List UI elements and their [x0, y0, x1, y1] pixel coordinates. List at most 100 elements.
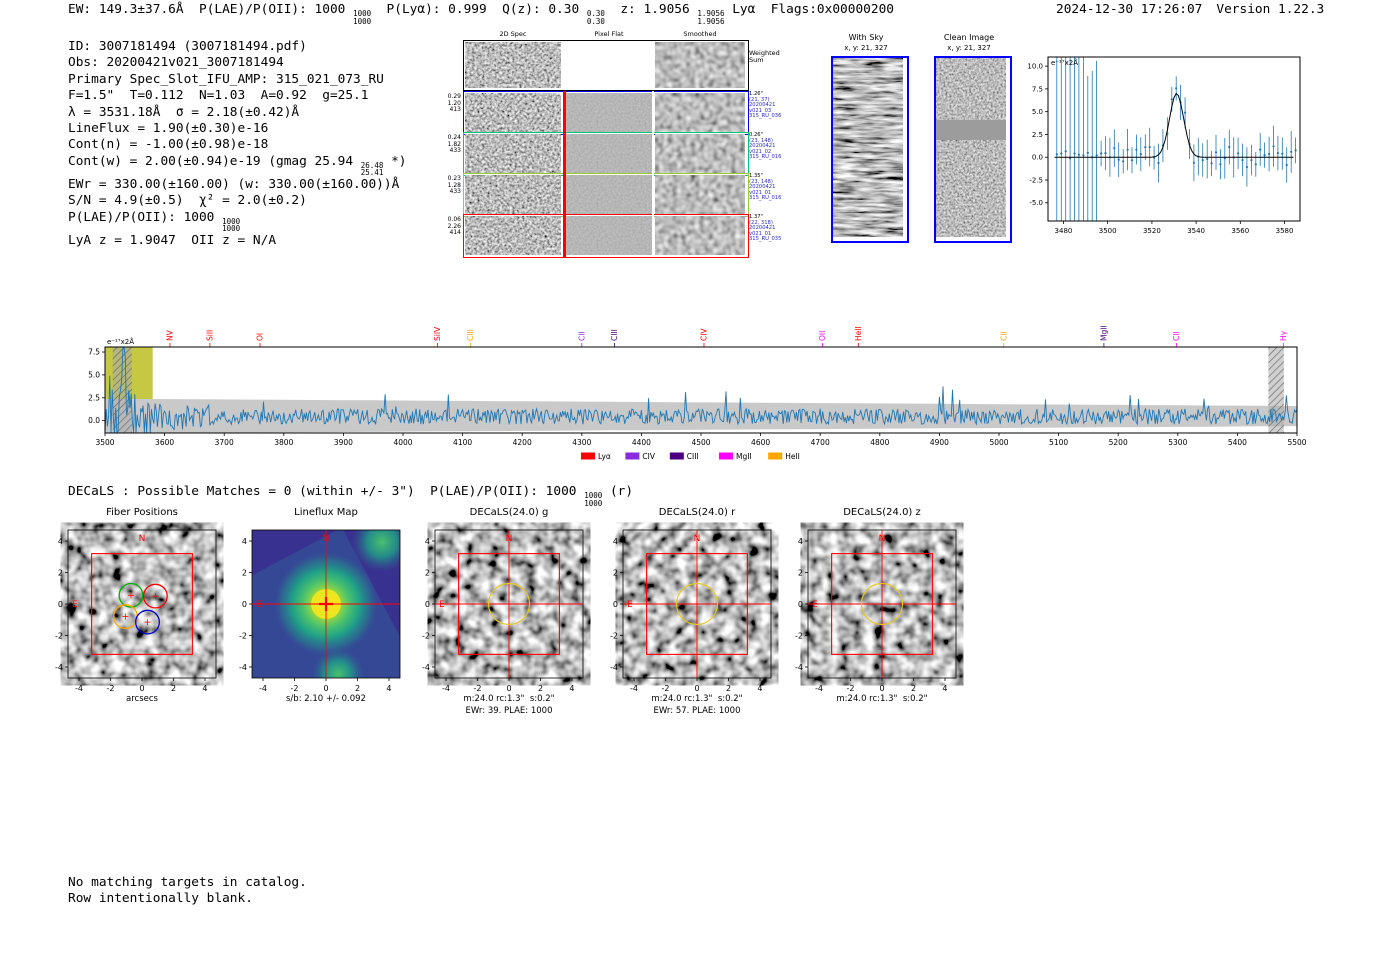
emission-line-label: NV [165, 329, 174, 341]
info-line: Cont(n) = -1.00(±0.98)e-18 [68, 137, 406, 153]
text-segment: P(LAE)/P(OII): 1000 [68, 209, 223, 225]
svg-text:4200: 4200 [513, 438, 532, 447]
spec2d-row-left-labels: 0.29 1.20 413 [447, 93, 461, 114]
svg-text:4: 4 [757, 684, 762, 693]
svg-text:4300: 4300 [572, 438, 591, 447]
spec2d-cell [565, 175, 653, 214]
svg-text:0.0: 0.0 [1032, 154, 1043, 162]
svg-text:4800: 4800 [870, 438, 889, 447]
svg-text:0: 0 [139, 684, 144, 693]
cutout-title: DECaLS(24.0) z [843, 507, 921, 518]
legend-swatch [719, 452, 733, 460]
text-segment: EWr = 330.00(±160.00) (w: 330.00(±160.00… [68, 176, 400, 192]
info-line: LineFlux = 1.90(±0.30)e-16 [68, 121, 406, 137]
masked-band [936, 120, 1006, 140]
emission-line-label: CII [1172, 331, 1181, 341]
svg-text:3500: 3500 [95, 438, 114, 447]
cutout-caption: m:24.0 rc:1.3" s:0.2" [463, 694, 555, 704]
text-segment: S/N = 4.9(±0.5) χ² = 2.0(±0.2) [68, 193, 307, 209]
spec2d-cell [655, 175, 745, 214]
spec2d-row-annotations: 1.26" (21, 37) 20200421 v021_03 315_RU_036 [749, 91, 782, 120]
svg-text:0: 0 [506, 684, 511, 693]
legend-label: HeII [785, 452, 800, 461]
spectrum-line [104, 347, 1298, 434]
fiber-circle [142, 583, 168, 609]
svg-text:-4: -4 [610, 663, 618, 672]
footer-notes: No matching targets in catalog. Row inte… [68, 875, 307, 907]
text-segment: Cont(n) = -1.00(±0.98)e-18 [68, 137, 269, 153]
svg-text:3500: 3500 [1099, 227, 1117, 235]
spec2d-cell [655, 93, 745, 132]
emission-line-label: Hγ [1279, 330, 1288, 341]
info-line: Primary Spec_Slot_IFU_AMP: 315_021_073_R… [68, 72, 406, 88]
svg-text:0: 0 [694, 684, 699, 693]
col-title-pixelflat: Pixel Flat [594, 30, 624, 38]
stacked-fraction: 1000 1000 [353, 9, 372, 26]
clean-image [934, 56, 1012, 243]
svg-text:-4: -4 [422, 663, 430, 672]
svg-text:2: 2 [171, 684, 176, 693]
col-title-2dspec: 2D Spec [499, 30, 527, 38]
svg-text:-2: -2 [795, 631, 803, 640]
svg-text:4: 4 [425, 537, 430, 546]
svg-text:5.0: 5.0 [88, 370, 100, 379]
svg-text:4000: 4000 [393, 438, 412, 447]
svg-text:5300: 5300 [1168, 438, 1187, 447]
cutout-image [68, 530, 216, 678]
svg-text:2: 2 [355, 684, 360, 693]
emission-line-label: HeII [854, 326, 863, 341]
legend-label: CIII [687, 452, 699, 461]
info-line: S/N = 4.9(±0.5) χ² = 2.0(±0.2) [68, 193, 406, 209]
error-band [105, 398, 1297, 433]
compass-east: E [72, 600, 78, 610]
legend-swatch [669, 452, 684, 460]
svg-text:4: 4 [798, 537, 803, 546]
cutout-caption: s/b: 2.10 +/- 0.092 [286, 694, 366, 704]
svg-text:5500: 5500 [1287, 438, 1306, 447]
svg-text:4: 4 [386, 684, 391, 693]
svg-text:3600: 3600 [155, 438, 174, 447]
svg-text:3700: 3700 [215, 438, 234, 447]
svg-text:0: 0 [323, 684, 328, 693]
emission-line-label: CIII [466, 329, 475, 341]
text-segment: DECaLS : Possible Matches = 0 (within +/… [68, 484, 585, 499]
svg-text:-4: -4 [55, 663, 63, 672]
text-segment: Cont(w) = 2.00(±0.94)e-19 (gmag 25.94 [68, 153, 361, 169]
svg-text:7.5: 7.5 [88, 348, 100, 357]
hatched-region [1268, 347, 1284, 433]
svg-text:-4: -4 [259, 684, 267, 693]
text-segment: Lyα Flags:0x00000200 [724, 2, 894, 17]
text-segment: z: 1.9056 [604, 2, 698, 17]
text-segment: λ = 3531.18Å σ = 2.18(±0.42)Å [68, 104, 300, 120]
info-block: ID: 3007181494 (3007181494.pdf) Obs: 2020… [68, 39, 406, 249]
emission-line-label: CIII [610, 329, 619, 341]
spec2d-row-annotations: 1.35" (23, 148) 20200421 v021_01 315_RU_016 [749, 173, 782, 202]
text-segment: LineFlux = 1.90(±0.30)e-16 [68, 121, 269, 137]
line-fit-plot: 10.0 7.5 5.0 2.5 0.0 -2.5 -5.0 3480 3500 3520 3540… [1027, 56, 1301, 235]
svg-text:5100: 5100 [1049, 438, 1068, 447]
text-segment: P(LAE)/P(OII): 1000 [198, 2, 354, 17]
svg-text:3540: 3540 [1187, 227, 1205, 235]
svg-text:5400: 5400 [1228, 438, 1247, 447]
text-segment: F=1.5" T=0.112 N=1.03 A=0.92 g=25.1 [68, 88, 369, 104]
spec2d-row-annotations: 0.26" (23, 148) 20200421 v021_02 315_RU_016 [749, 132, 782, 161]
svg-text:2: 2 [538, 684, 543, 693]
svg-text:2: 2 [726, 684, 731, 693]
svg-text:2: 2 [425, 568, 430, 577]
spec2d-row-left-labels: 0.23 1.28 433 [447, 175, 461, 196]
extraction-box [91, 553, 193, 655]
compass-north: N [139, 534, 146, 544]
with-sky-image [831, 56, 909, 243]
emission-line-label: CII [577, 331, 586, 341]
info-line: EWr = 330.00(±160.00) (w: 330.00(±160.00… [68, 177, 406, 193]
spec2d-cell [465, 93, 561, 132]
legend-label: MgII [736, 452, 752, 461]
spec2d-row-left-labels: 0.24 1.82 433 [447, 134, 461, 155]
weighted-sum-label: Weighted Sum [749, 49, 780, 64]
svg-text:-2: -2 [662, 684, 670, 693]
with-sky-coords: x, y: 21, 327 [844, 44, 888, 52]
